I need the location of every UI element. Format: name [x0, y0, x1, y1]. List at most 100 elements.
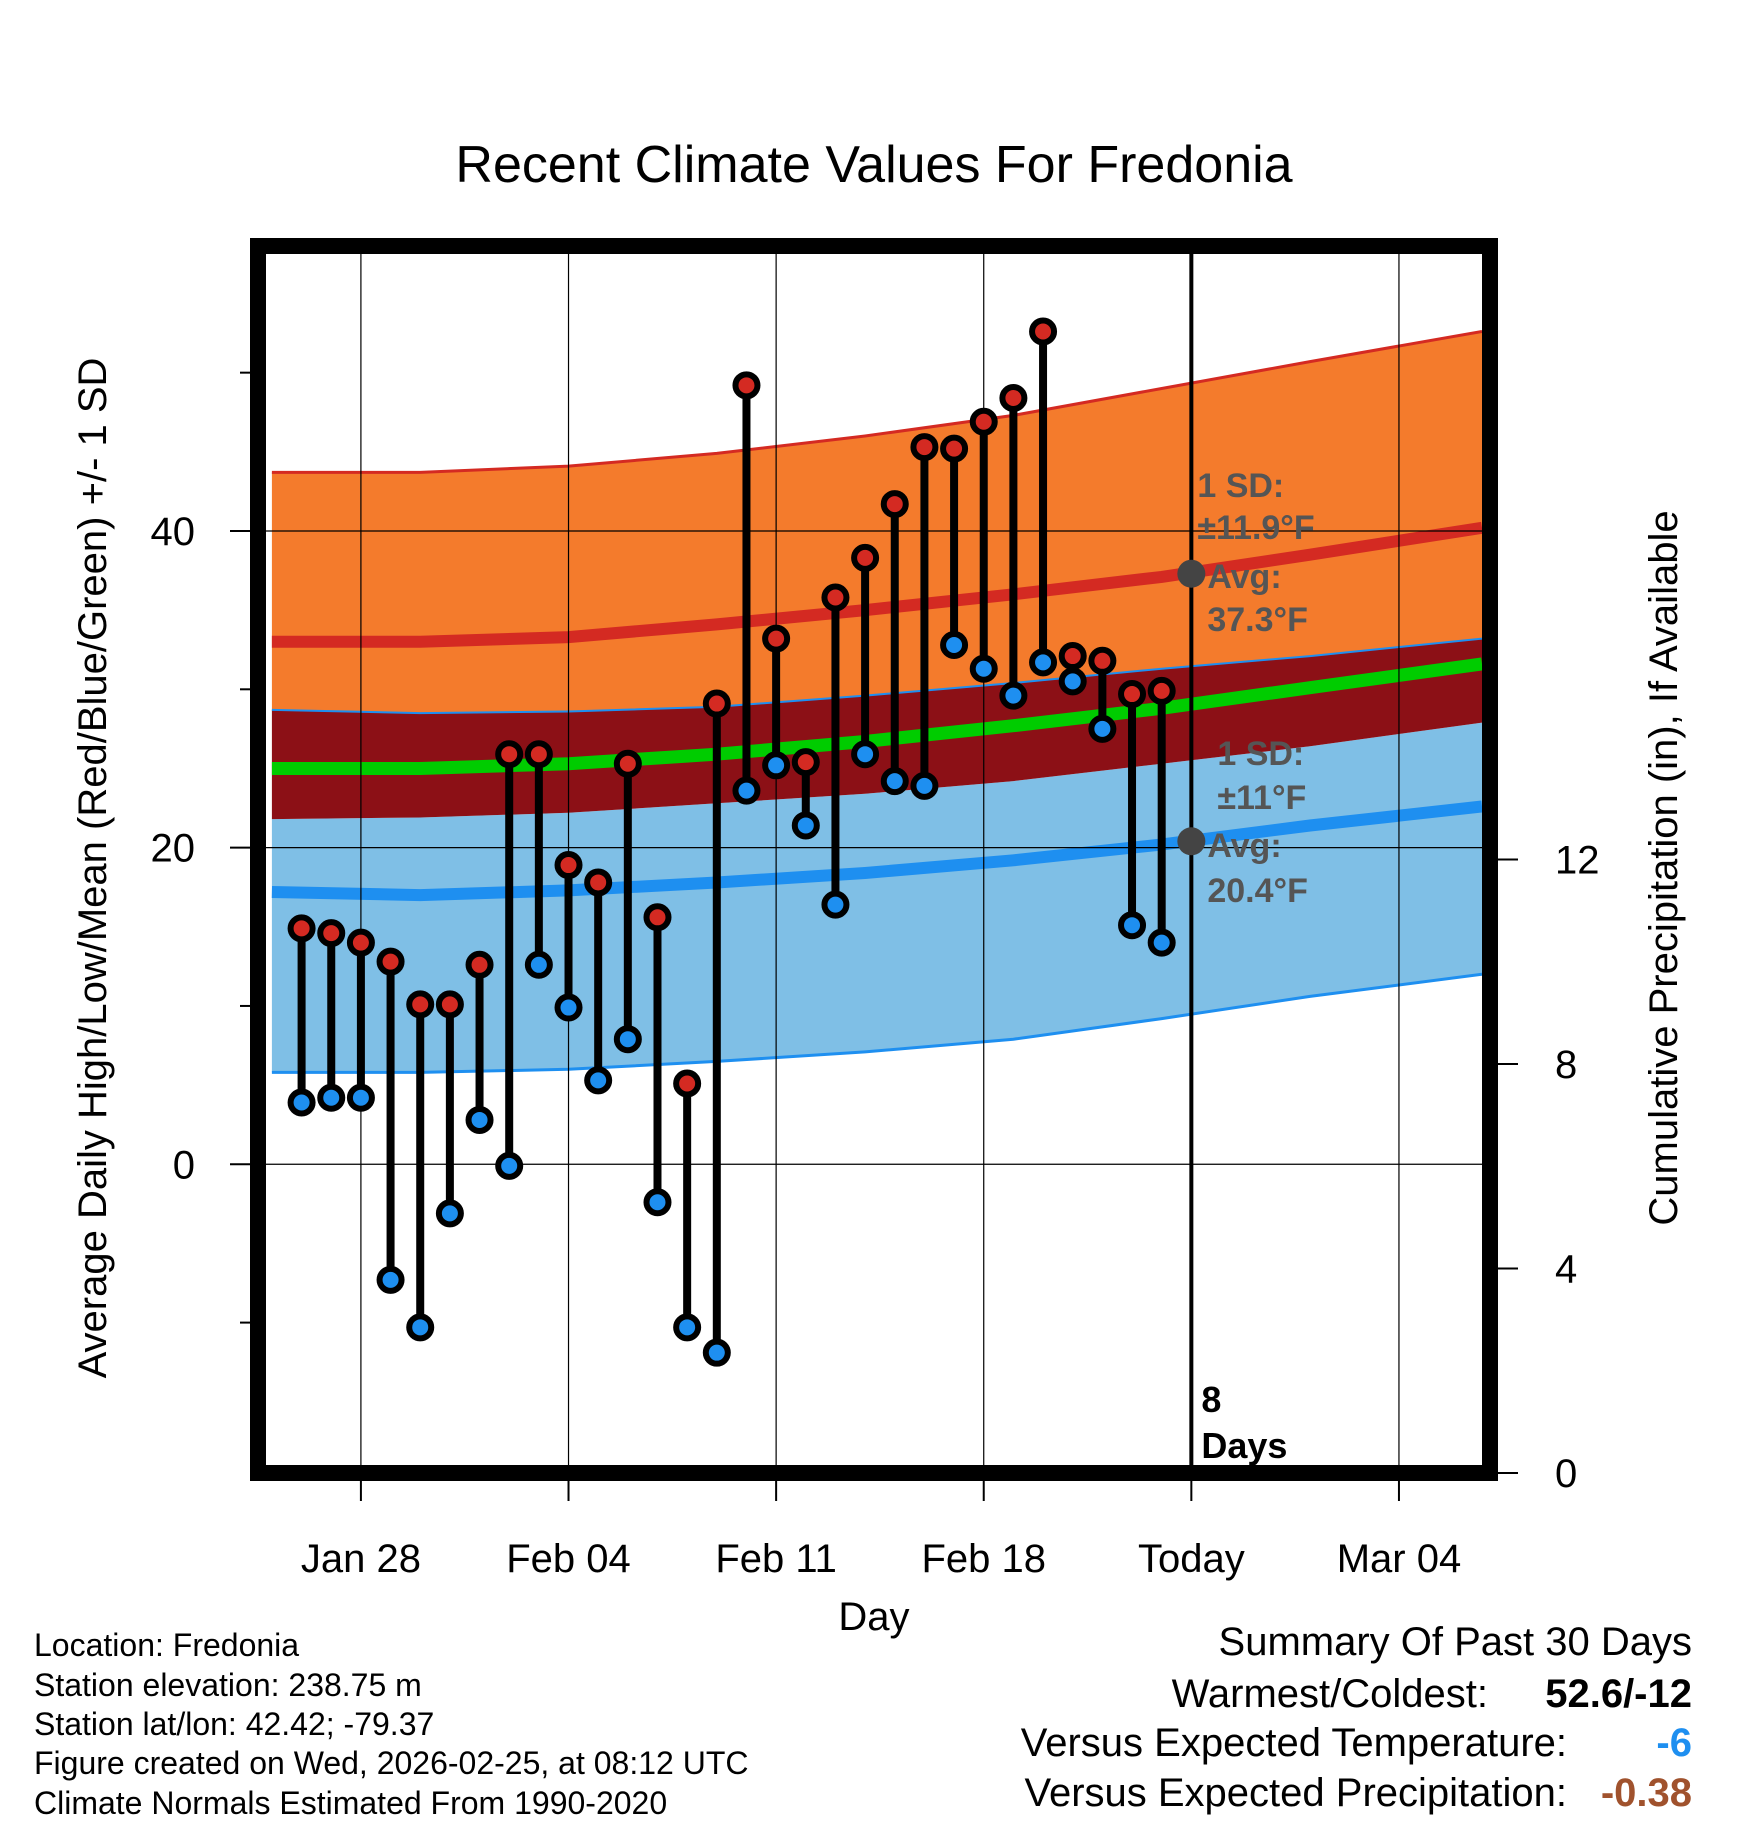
daily-low-dot — [791, 811, 820, 840]
daily-high-dot — [554, 851, 583, 880]
daily-low-dot — [969, 654, 998, 683]
daily-low-dot — [584, 1066, 613, 1095]
low-avg-value: 20.4°F — [1207, 872, 1308, 910]
summary-precip-label: Versus Expected Precipitation: — [1024, 1771, 1567, 1815]
x-tick-label: Feb 04 — [506, 1537, 631, 1581]
x-axis-label: Day — [838, 1595, 909, 1639]
daily-high-dot — [969, 407, 998, 436]
daily-high-dot — [524, 740, 553, 769]
daily-high-dot — [1088, 646, 1117, 675]
daily-high-dot — [465, 950, 494, 979]
low-avg-line — [271, 800, 1482, 902]
daily-low-dot — [910, 771, 939, 800]
daily-low-dot — [762, 751, 791, 780]
y-tick-label-left: 0 — [173, 1143, 195, 1187]
daily-high-dot — [791, 748, 820, 777]
daily-low-dot — [1088, 714, 1117, 743]
daily-high-dot — [702, 689, 731, 718]
daily-high-dot — [851, 543, 880, 572]
low-avg-marker — [1177, 827, 1206, 856]
days-count: 8 — [1201, 1379, 1221, 1420]
summary-warmest-label: Warmest/Coldest: — [1171, 1672, 1488, 1716]
plot-frame — [250, 238, 1498, 1481]
low-sd-value: ±11°F — [1217, 779, 1306, 817]
daily-low-dot — [317, 1083, 346, 1112]
daily-low-dot — [346, 1083, 375, 1112]
low-sd-label: 1 SD: — [1217, 735, 1304, 773]
footer-normals: Climate Normals Estimated From 1990-2020 — [34, 1785, 668, 1821]
high-plus-sd-line — [271, 330, 1482, 474]
daily-low-dot — [1147, 928, 1176, 957]
daily-high-dot — [999, 383, 1028, 412]
daily-high-dot — [821, 583, 850, 612]
daily-low-dot — [376, 1265, 405, 1294]
daily-low-dot — [940, 630, 969, 659]
daily-low-dot — [435, 1199, 464, 1228]
summary-temp-value: -6 — [1656, 1721, 1692, 1765]
daily-low-dot — [1029, 648, 1058, 677]
summary-precip-value: -0.38 — [1600, 1771, 1692, 1815]
daily-high-dot — [880, 490, 909, 519]
daily-low-dot — [1118, 911, 1147, 940]
high-sd-band — [271, 331, 1482, 714]
daily-high-dot — [1058, 642, 1087, 671]
footer-latlon: Station lat/lon: 42.42; -79.37 — [34, 1706, 435, 1742]
high-avg-marker — [1177, 559, 1206, 588]
overlap-band — [271, 638, 1482, 820]
daily-high-dot — [910, 433, 939, 462]
daily-low-dot — [465, 1105, 494, 1134]
footer-created: Figure created on Wed, 2026-02-25, at 08… — [34, 1745, 749, 1781]
y-tick-label-right: 8 — [1555, 1043, 1577, 1087]
high-sd-label: 1 SD: — [1197, 467, 1284, 505]
summary-warmest-value: 52.6/-12 — [1545, 1672, 1692, 1716]
low-minus-sd-line — [271, 972, 1482, 1074]
daily-low-dot — [1058, 667, 1087, 696]
daily-low-dot — [287, 1088, 316, 1117]
footer-elevation: Station elevation: 238.75 m — [34, 1667, 422, 1703]
daily-low-dot — [673, 1313, 702, 1342]
high-sd-value: ±11.9°F — [1197, 509, 1314, 547]
daily-high-dot — [376, 947, 405, 976]
low-avg-label: Avg: — [1207, 827, 1281, 865]
daily-high-dot — [1029, 317, 1058, 346]
x-tick-label: Today — [1138, 1537, 1245, 1581]
x-tick-label: Mar 04 — [1337, 1537, 1462, 1581]
daily-low-dot — [880, 767, 909, 796]
x-tick-label: Jan 28 — [301, 1537, 421, 1581]
y-axis-label-left: Average Daily High/Low/Mean (Red/Blue/Gr… — [71, 358, 115, 1379]
summary-heading: Summary Of Past 30 Days — [1218, 1620, 1692, 1664]
high-avg-label: Avg: — [1207, 558, 1281, 596]
daily-high-dot — [940, 434, 969, 463]
y-tick-label-right: 12 — [1555, 839, 1600, 883]
daily-low-dot — [821, 890, 850, 919]
daily-low-dot — [524, 950, 553, 979]
daily-high-dot — [762, 624, 791, 653]
daily-high-dot — [1118, 680, 1147, 709]
y-axis-label-right: Cumulative Precipitation (in), If Availa… — [1642, 510, 1686, 1225]
daily-high-dot — [346, 928, 375, 957]
daily-high-dot — [435, 990, 464, 1019]
daily-high-dot — [287, 914, 316, 943]
daily-high-dot — [613, 749, 642, 778]
daily-high-dot — [495, 740, 524, 769]
y-tick-label-right: 0 — [1555, 1452, 1577, 1496]
daily-high-dot — [673, 1069, 702, 1098]
daily-low-dot — [406, 1313, 435, 1342]
daily-high-dot — [584, 868, 613, 897]
chart-title: Recent Climate Values For Fredonia — [455, 136, 1293, 194]
daily-low-dot — [643, 1188, 672, 1217]
daily-low-dot — [999, 681, 1028, 710]
footer-location: Location: Fredonia — [34, 1627, 300, 1663]
daily-low-dot — [554, 993, 583, 1022]
daily-high-dot — [1147, 676, 1176, 705]
daily-high-dot — [317, 919, 346, 948]
daily-high-dot — [732, 371, 761, 400]
y-tick-label-left: 20 — [151, 827, 196, 871]
daily-high-dot — [406, 990, 435, 1019]
x-tick-label: Feb 11 — [715, 1537, 837, 1581]
daily-low-dot — [851, 740, 880, 769]
days-word: Days — [1201, 1425, 1287, 1466]
y-tick-label-left: 40 — [151, 510, 196, 554]
daily-low-dot — [732, 776, 761, 805]
